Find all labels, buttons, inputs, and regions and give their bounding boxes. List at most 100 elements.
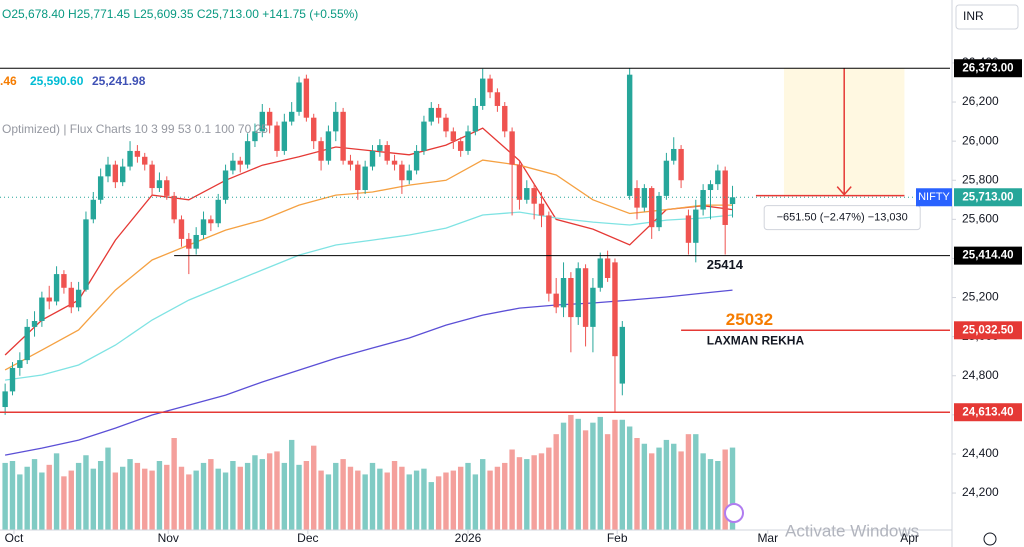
- candle-body: [17, 360, 23, 368]
- candle-body: [288, 111, 295, 122]
- volume-bar: [377, 468, 383, 530]
- candle-body: [142, 156, 148, 165]
- candle-body: [369, 150, 376, 167]
- volume-bar: [399, 466, 405, 530]
- volume-bar: [700, 453, 706, 530]
- y-tick-label: 24,800: [962, 368, 999, 382]
- candle-body: [355, 164, 361, 191]
- candle-body: [502, 105, 508, 132]
- candle-body: [524, 188, 530, 200]
- candle-body: [575, 268, 581, 318]
- candle-body: [671, 148, 677, 161]
- measure-label-box: [763, 205, 921, 231]
- candle-body: [2, 391, 8, 408]
- volume-bar: [626, 426, 633, 530]
- x-tick-label: Feb: [607, 531, 628, 545]
- candle-body: [127, 150, 133, 167]
- candle-body: [700, 190, 706, 210]
- volume-bar: [685, 434, 692, 530]
- x-tick-label: Oct: [5, 531, 24, 545]
- candle-body: [68, 287, 74, 308]
- candle-body: [450, 131, 457, 142]
- candle-body: [472, 105, 479, 132]
- candle-body: [715, 170, 721, 185]
- volume-bar: [582, 430, 589, 530]
- x-tick-label: 2026: [455, 531, 482, 545]
- measure-arrowhead: [836, 186, 852, 196]
- volume-bar: [509, 449, 515, 530]
- x-tick-label: Dec: [297, 531, 318, 545]
- indicator-legend: Optimized) | Flux Charts 10 3 99 53 0.1 …: [2, 122, 268, 136]
- volume-bar: [31, 459, 38, 530]
- candle-body: [75, 289, 82, 308]
- x-tick-label: Apr: [900, 531, 919, 545]
- level-label: 24,613.40: [962, 406, 1013, 418]
- y-tick-label: 25,800: [962, 172, 999, 186]
- volume-bar: [502, 462, 508, 530]
- volume-bar: [413, 470, 420, 530]
- volume-bar: [230, 461, 236, 530]
- volume-bar: [39, 472, 45, 530]
- candle-body: [693, 209, 699, 243]
- candle-body: [421, 121, 427, 151]
- candle-body: [200, 219, 207, 235]
- x-tick-label: Mar: [757, 531, 778, 545]
- volume-bar: [678, 451, 684, 530]
- candle-body: [244, 141, 251, 165]
- settings-icon[interactable]: [983, 532, 997, 546]
- candle-body: [641, 188, 648, 208]
- volume-bar: [215, 468, 221, 530]
- logo-icon[interactable]: [724, 503, 744, 523]
- candle-body: [237, 160, 243, 165]
- volume-bar: [604, 434, 611, 530]
- volume-bar: [722, 449, 728, 530]
- volume-bar: [671, 443, 677, 530]
- y-tick-label: 24,200: [962, 485, 999, 499]
- candle-body: [457, 141, 464, 151]
- volume-bar: [303, 461, 310, 530]
- candle-body: [53, 274, 60, 302]
- volume-bar: [546, 447, 552, 530]
- candle-body: [164, 180, 170, 196]
- currency-button[interactable]: [955, 4, 1019, 30]
- candle-body: [560, 278, 567, 308]
- candle-body: [649, 188, 655, 228]
- volume-bar: [472, 474, 479, 530]
- ohlc-legend: O25,678.40 H25,771.45 L25,609.35 C25,713…: [2, 7, 358, 21]
- last-price-label: 25,713.00: [962, 191, 1013, 203]
- candle-body: [222, 170, 229, 200]
- candle-body: [729, 197, 736, 205]
- candle-body: [252, 131, 258, 142]
- volume-bar: [531, 455, 537, 530]
- candle-body: [296, 82, 302, 112]
- symbol-tag: NIFTY: [918, 191, 950, 203]
- candle-body: [90, 199, 97, 220]
- volume-bar: [707, 459, 714, 530]
- volume-bar: [75, 462, 82, 530]
- candle-body: [384, 145, 390, 161]
- candle-body: [186, 238, 192, 249]
- level-label-box: [954, 59, 1022, 78]
- candle-body: [83, 219, 89, 290]
- candle-body: [377, 145, 383, 151]
- candle-body: [494, 92, 501, 106]
- volume-bar: [355, 470, 361, 530]
- volume-bar: [156, 461, 163, 530]
- volume-bar: [112, 472, 119, 530]
- candle-body: [509, 131, 515, 165]
- volume-bar: [538, 453, 545, 530]
- volume-bar: [222, 472, 229, 530]
- volume-bar: [553, 434, 559, 530]
- candle-body: [208, 219, 214, 224]
- volume-bar: [575, 418, 581, 530]
- volume-bar: [421, 468, 427, 530]
- candle-body: [24, 326, 30, 361]
- volume-bar: [391, 461, 398, 530]
- volume-bar: [46, 464, 52, 530]
- candle-body: [46, 297, 52, 302]
- candle-body: [553, 293, 559, 308]
- volume-bar: [641, 443, 648, 530]
- ma-value: 25,241.98: [92, 74, 146, 88]
- volume-bar: [17, 474, 23, 530]
- currency[interactable]: INR: [963, 9, 984, 23]
